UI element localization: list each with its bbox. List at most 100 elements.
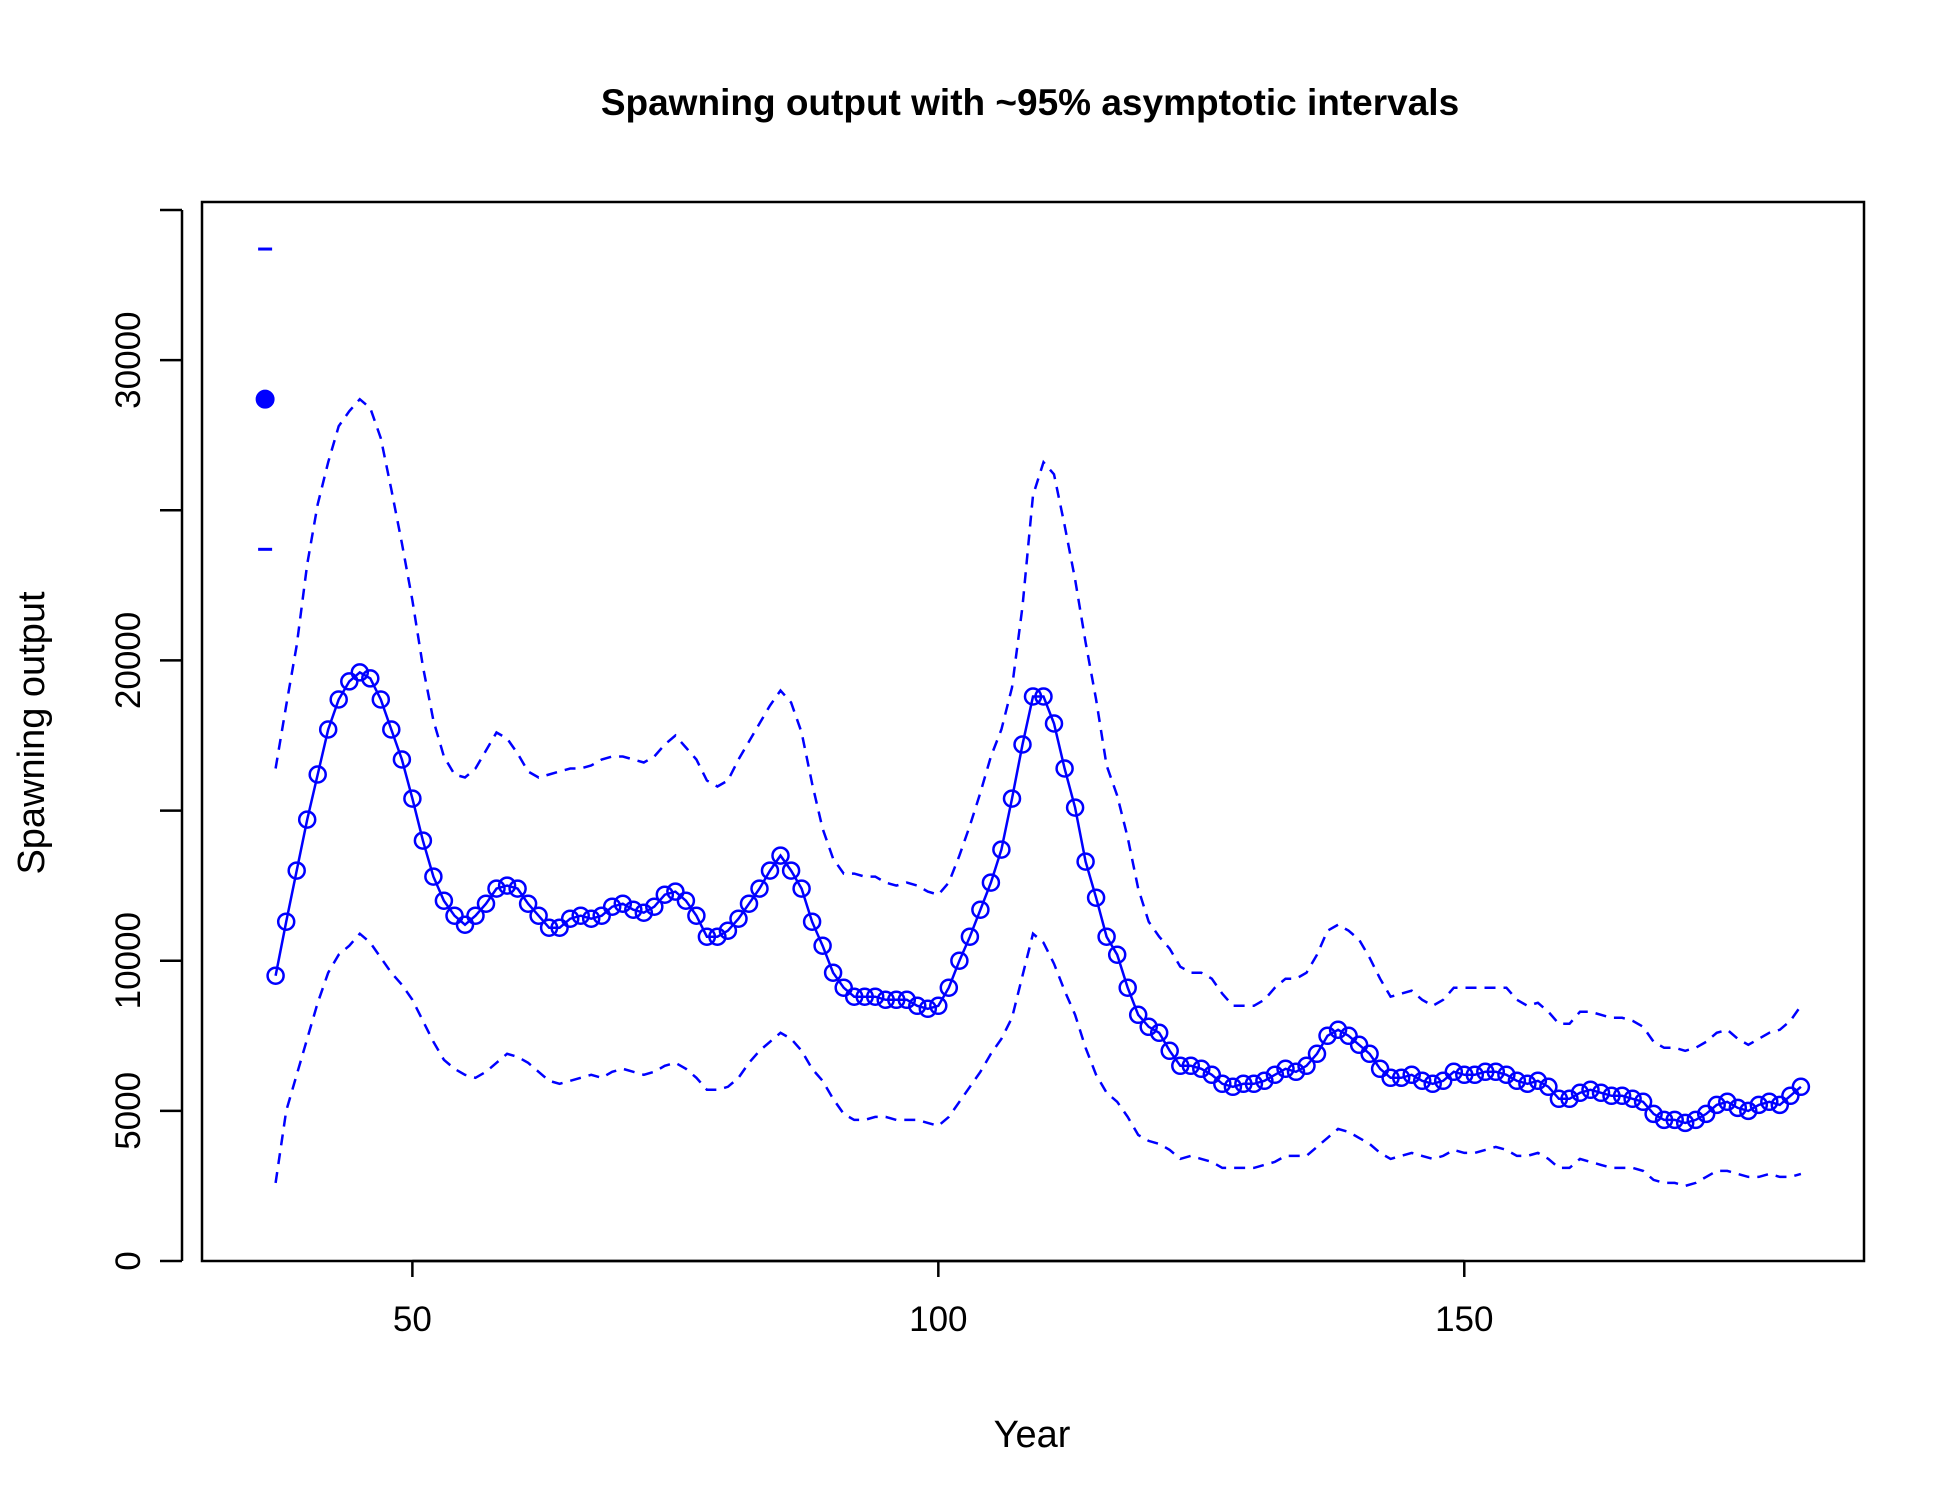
- estimate-point: [1644, 1104, 1663, 1124]
- estimate-point: [1265, 1065, 1285, 1085]
- estimate-point: [1023, 687, 1043, 706]
- estimate-point: [276, 912, 296, 931]
- estimate-point: [1370, 1059, 1390, 1079]
- estimate-point: [1391, 1068, 1411, 1088]
- axes: 50 100 150 0 5000 10000 20000 30000: [109, 208, 1493, 1339]
- estimate-point: [645, 897, 664, 916]
- estimate-point: [813, 936, 832, 955]
- estimate-point: [361, 669, 380, 688]
- estimate-line: [274, 670, 1802, 1125]
- estimate-point: [592, 906, 611, 925]
- estimate-point: [1781, 1086, 1800, 1106]
- estimate-point: [1044, 714, 1064, 733]
- y-tick-label: 20000: [109, 612, 148, 709]
- estimate-point: [497, 876, 517, 895]
- estimate-point: [876, 990, 895, 1010]
- estimate-point: [1349, 1035, 1369, 1055]
- estimate-point: [1497, 1065, 1516, 1085]
- estimate-point: [1728, 1098, 1748, 1118]
- estimate-point: [529, 906, 548, 925]
- estimate-point: [802, 912, 822, 931]
- estimate-point: [1718, 1092, 1737, 1112]
- estimate-point: [1276, 1059, 1295, 1079]
- estimate-point: [1171, 1056, 1190, 1076]
- y-tick-label: 0: [109, 1251, 148, 1270]
- estimate-point: [1707, 1095, 1726, 1115]
- estimate-point: [581, 909, 601, 928]
- estimate-point: [760, 861, 780, 880]
- estimate-point: [897, 990, 917, 1010]
- estimate-point: [1581, 1080, 1600, 1100]
- estimate-point: [1539, 1077, 1558, 1097]
- upper-interval-line: [274, 397, 1802, 1053]
- estimate-point: [708, 927, 727, 946]
- estimate-point: [655, 885, 675, 904]
- estimate-point: [1118, 978, 1137, 997]
- estimate-point: [308, 765, 327, 784]
- estimate-point: [1739, 1101, 1758, 1121]
- estimate-point: [792, 879, 811, 898]
- estimate-point: [1002, 789, 1022, 808]
- estimate-point: [550, 918, 569, 937]
- estimate-point: [992, 840, 1011, 859]
- estimate-point: [1381, 1068, 1400, 1088]
- estimate-point: [1297, 1056, 1316, 1076]
- x-tick-label: 100: [909, 1300, 967, 1339]
- estimate-point: [1591, 1083, 1611, 1103]
- estimate-point: [413, 831, 433, 850]
- estimate-point: [1086, 888, 1106, 907]
- estimate-point: [1192, 1059, 1211, 1079]
- estimate-point: [1107, 945, 1127, 964]
- estimate-point: [1686, 1110, 1705, 1130]
- estimate-point: [1076, 852, 1095, 871]
- plot-layer: [255, 247, 1811, 1188]
- estimate-point: [908, 996, 927, 1016]
- estimate-point: [971, 900, 990, 919]
- estimate-point: [539, 918, 559, 937]
- y-tick-label: 10000: [109, 912, 148, 1009]
- estimate-point: [445, 906, 464, 925]
- estimate-point: [1791, 1077, 1811, 1097]
- estimate-point: [1760, 1092, 1779, 1112]
- estimate-point: [624, 900, 643, 919]
- estimate-point: [1518, 1074, 1537, 1094]
- estimate-point: [1570, 1083, 1590, 1103]
- estimate-point: [508, 879, 527, 898]
- chart-title: Spawning output with ~95% asymptotic int…: [601, 82, 1459, 123]
- virgin-point: [255, 389, 275, 409]
- lower-interval-line: [274, 931, 1802, 1188]
- estimate-point: [739, 894, 759, 913]
- estimate-point: [1560, 1089, 1579, 1109]
- estimate-point: [1234, 1074, 1253, 1094]
- estimate-point: [697, 927, 717, 946]
- estimate-point: [1013, 735, 1032, 754]
- estimate-point: [1097, 927, 1116, 946]
- estimate-point: [1402, 1065, 1421, 1085]
- estimate-point: [855, 987, 874, 1006]
- estimate-point: [1213, 1074, 1232, 1094]
- estimate-point: [834, 978, 853, 997]
- estimate-point: [1675, 1113, 1695, 1133]
- estimate-point: [1223, 1077, 1243, 1097]
- estimate-point: [1360, 1044, 1379, 1064]
- estimate-point: [1160, 1041, 1179, 1061]
- estimate-point: [1486, 1062, 1506, 1082]
- estimate-point: [844, 987, 864, 1006]
- y-tick-label: 30000: [109, 311, 148, 408]
- estimate-point: [1244, 1074, 1264, 1094]
- estimate-point: [1465, 1065, 1485, 1085]
- estimate-point: [466, 906, 485, 925]
- estimate-point: [929, 996, 948, 1016]
- estimate-point: [1770, 1095, 1790, 1115]
- estimate-point: [1455, 1065, 1474, 1085]
- estimate-point: [634, 903, 654, 922]
- estimate-point: [350, 663, 370, 682]
- estimate-point: [602, 897, 622, 916]
- estimate-point: [1149, 1023, 1169, 1043]
- estimate-point: [1318, 1026, 1337, 1046]
- estimate-point: [1528, 1071, 1548, 1091]
- x-tick-label: 150: [1435, 1300, 1493, 1339]
- estimate-point: [287, 861, 306, 880]
- estimate-point: [266, 966, 285, 985]
